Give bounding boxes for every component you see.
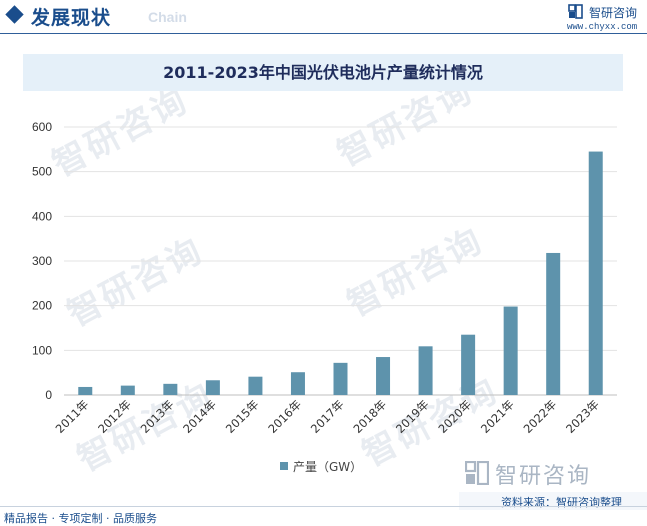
bar: [205, 380, 220, 395]
x-tick-label: 2017年: [308, 397, 347, 436]
chart-title: 2011-2023年中国光伏电池片产量统计情况: [163, 63, 483, 82]
bar: [163, 383, 178, 395]
bar: [503, 306, 518, 395]
x-tick-label: 2019年: [393, 397, 432, 436]
footer-logo-icon: [465, 461, 489, 485]
bar: [333, 362, 348, 395]
x-tick-label: 2022年: [521, 397, 560, 436]
section-subtitle: Chain: [148, 9, 187, 25]
x-tick-label: 2023年: [563, 397, 602, 436]
bar: [290, 372, 305, 395]
company-name: 智研咨询: [589, 6, 638, 20]
x-tick-label: 2014年: [180, 397, 219, 436]
bar: [418, 346, 433, 395]
legend-label: 产量（GW）: [293, 460, 363, 474]
chart-title-box: 2011-2023年中国光伏电池片产量统计情况: [23, 54, 623, 91]
y-tick-label: 100: [32, 343, 52, 357]
y-tick-label: 600: [32, 120, 52, 134]
bar: [546, 252, 561, 395]
footer-divider: [0, 506, 647, 507]
y-tick-label: 300: [32, 254, 52, 268]
data-source: 资料来源：智研咨询整理: [501, 496, 622, 509]
footer-logo-text: 智研咨询: [495, 464, 592, 489]
x-tick-label: 2016年: [265, 397, 304, 436]
y-tick-label: 500: [32, 165, 52, 179]
x-tick-label: 2011年: [53, 397, 92, 436]
footer-source-box: 资料来源：智研咨询整理: [459, 492, 647, 510]
footer-tagline: 精品报告 · 专项定制 · 品质服务: [4, 512, 157, 525]
bar: [120, 385, 135, 395]
header-divider: [0, 33, 647, 34]
x-tick-label: 2018年: [350, 397, 389, 436]
x-tick-label: 2012年: [95, 397, 134, 436]
x-tick-label: 2013年: [138, 397, 177, 436]
y-tick-label: 400: [32, 209, 52, 223]
x-tick-label: 2015年: [223, 397, 262, 436]
bar: [376, 357, 391, 395]
section-title: 发展现状: [31, 7, 112, 29]
bar: [248, 376, 263, 395]
bar: [461, 334, 476, 395]
legend-swatch: [280, 462, 288, 470]
x-tick-label: 2020年: [436, 397, 475, 436]
x-tick-label: 2021年: [478, 397, 517, 436]
company-logo-icon: [568, 4, 583, 19]
y-tick-label: 200: [32, 299, 52, 313]
diamond-icon: [5, 5, 24, 24]
company-url: www.chyxx.com: [567, 22, 638, 32]
bar: [588, 151, 603, 395]
y-tick-label: 0: [45, 388, 52, 402]
header: 发展现状 Chain 智研咨询 www.chyxx.com: [0, 0, 647, 34]
bar: [78, 386, 93, 395]
